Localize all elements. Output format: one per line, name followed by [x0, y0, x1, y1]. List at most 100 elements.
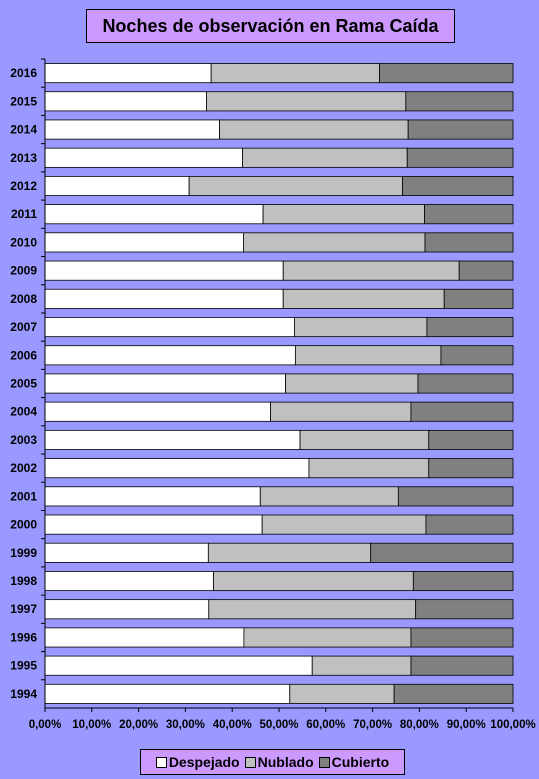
bar-cubierto-1996 [410, 627, 514, 648]
legend-swatch-nublado [244, 756, 256, 768]
y-tick-label-2014: 2014 [10, 123, 37, 137]
y-tick-label-1999: 1999 [10, 546, 37, 560]
bar-nublado-2008 [282, 288, 445, 309]
legend-swatch-cubierto [318, 756, 330, 768]
bar-nublado-2005 [285, 373, 419, 394]
bar-despejado-2015 [44, 91, 207, 112]
bar-nublado-2002 [308, 458, 430, 479]
bar-cubierto-1997 [415, 599, 514, 620]
y-tick-label-2012: 2012 [10, 179, 37, 193]
bar-nublado-2010 [243, 232, 426, 253]
bar-despejado-2006 [44, 345, 296, 366]
bar-despejado-2012 [44, 175, 190, 196]
bar-nublado-2014 [219, 119, 409, 140]
legend-item-despejado: Despejado [155, 754, 240, 770]
bar-despejado-2013 [44, 147, 243, 168]
x-tick-label-8: 80,00% [400, 719, 439, 731]
bar-despejado-2011 [44, 204, 264, 225]
bar-nublado-1998 [213, 571, 414, 592]
legend: Despejado Nublado Cubierto [140, 749, 405, 775]
bar-nublado-2016 [210, 63, 381, 84]
bar-cubierto-1994 [393, 683, 514, 704]
bar-cubierto-2002 [428, 458, 514, 479]
y-tick-label-2011: 2011 [11, 207, 37, 221]
legend-label-nublado: Nublado [257, 754, 314, 770]
y-tick-label-1995: 1995 [10, 659, 37, 673]
bar-nublado-2012 [188, 175, 403, 196]
bar-despejado-1999 [44, 542, 209, 563]
y-tick-label-1994: 1994 [10, 687, 37, 701]
bar-cubierto-2008 [443, 288, 514, 309]
x-tick-label-5: 50,00% [259, 719, 298, 731]
bar-cubierto-2003 [428, 429, 514, 450]
bar-nublado-2001 [259, 486, 399, 507]
bar-despejado-1996 [44, 627, 245, 648]
bar-nublado-2013 [242, 147, 408, 168]
y-tick-label-2001: 2001 [10, 489, 37, 503]
bar-nublado-2011 [262, 204, 425, 225]
bar-despejado-1994 [44, 683, 291, 704]
bar-cubierto-1998 [412, 571, 514, 592]
bar-nublado-2007 [294, 317, 428, 338]
bar-nublado-1996 [243, 627, 412, 648]
y-tick-label-2006: 2006 [10, 348, 37, 362]
bar-nublado-1999 [207, 542, 372, 563]
bar-cubierto-2007 [426, 317, 514, 338]
bar-nublado-1997 [208, 599, 417, 620]
bar-cubierto-2016 [379, 63, 514, 84]
x-tick-label-0: 0,00% [29, 719, 62, 731]
legend-swatch-despejado [155, 756, 167, 768]
bar-despejado-1997 [44, 599, 210, 620]
x-tick-label-10: 100,00% [490, 719, 535, 731]
y-tick-label-2007: 2007 [10, 320, 37, 334]
bar-cubierto-2010 [424, 232, 514, 253]
bar-cubierto-2006 [440, 345, 514, 366]
bar-nublado-2015 [206, 91, 407, 112]
bar-nublado-2000 [261, 514, 427, 535]
y-tick-label-2010: 2010 [10, 235, 37, 249]
bar-nublado-1994 [289, 683, 395, 704]
y-tick-label-2003: 2003 [10, 433, 37, 447]
bar-cubierto-2001 [397, 486, 514, 507]
x-tick-label-1: 10,00% [72, 719, 111, 731]
bar-cubierto-1995 [410, 655, 514, 676]
bar-despejado-2000 [44, 514, 263, 535]
y-tick-label-2016: 2016 [10, 66, 37, 80]
bar-nublado-2009 [282, 260, 460, 281]
y-tick-label-2013: 2013 [10, 151, 37, 165]
bar-despejado-2010 [44, 232, 244, 253]
bar-despejado-2014 [44, 119, 220, 140]
bar-nublado-2006 [294, 345, 442, 366]
y-tick-label-2009: 2009 [10, 264, 37, 278]
x-tick-label-4: 40,00% [213, 719, 252, 731]
x-tick-label-7: 70,00% [353, 719, 392, 731]
y-tick-label-2015: 2015 [10, 94, 37, 108]
x-tick-label-3: 30,00% [166, 719, 205, 731]
bar-cubierto-2011 [424, 204, 514, 225]
bar-despejado-2009 [44, 260, 284, 281]
y-tick-label-1996: 1996 [10, 630, 37, 644]
y-tick-label-1997: 1997 [10, 602, 37, 616]
x-tick-label-9: 90,00% [447, 719, 486, 731]
bar-cubierto-1999 [370, 542, 514, 563]
bar-despejado-2016 [44, 63, 212, 84]
bar-despejado-2007 [44, 317, 295, 338]
bar-despejado-2002 [44, 458, 310, 479]
bar-nublado-2004 [270, 401, 412, 422]
bar-cubierto-2004 [410, 401, 514, 422]
legend-label-despejado: Despejado [168, 754, 240, 770]
bar-nublado-2003 [299, 429, 430, 450]
bar-despejado-2004 [44, 401, 271, 422]
bar-despejado-1995 [44, 655, 313, 676]
y-tick-label-2004: 2004 [10, 405, 37, 419]
y-tick-label-2008: 2008 [10, 292, 37, 306]
x-tick-label-2: 20,00% [119, 719, 158, 731]
legend-item-nublado: Nublado [244, 754, 314, 770]
chart-title: Noches de observación en Rama Caída [86, 9, 455, 43]
bar-cubierto-2014 [407, 119, 514, 140]
y-tick-label-2000: 2000 [10, 518, 37, 532]
bar-cubierto-2000 [425, 514, 514, 535]
bar-cubierto-2013 [406, 147, 514, 168]
